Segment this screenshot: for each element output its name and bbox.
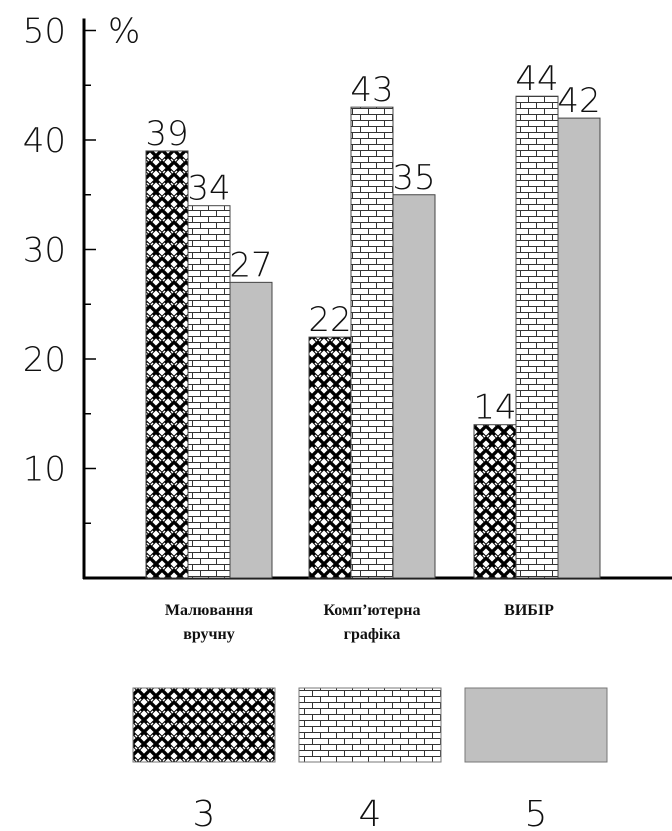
axes: 10 20 30 40 50%: [23, 12, 672, 580]
y-tick-label: 30: [23, 231, 66, 271]
y-tick-label: 50: [23, 12, 66, 52]
legend-swatch-3: [132, 687, 276, 763]
data-label: 27: [229, 245, 272, 285]
data-label: 44: [515, 59, 558, 99]
legend-label: 3: [193, 794, 216, 831]
data-label: 14: [473, 388, 516, 428]
bar-3-3: [473, 424, 517, 579]
value-labels: 39 22 14 34 43 44 27 35 42: [145, 59, 600, 428]
y-unit-label: %: [108, 12, 140, 52]
data-label: 35: [392, 158, 435, 198]
x-category-label: вручну: [183, 626, 235, 643]
data-label: 34: [187, 169, 230, 209]
x-category-label: ВИБІР: [504, 602, 554, 619]
bar-3-2: [308, 336, 352, 579]
bar-4-2: [350, 106, 394, 579]
data-label: 43: [350, 70, 393, 110]
x-category-label: Комп’ютерна: [323, 602, 420, 619]
bar-4-1: [187, 205, 231, 579]
category-labels: Малювання вручну Комп’ютерна графіка ВИБІР: [165, 602, 554, 643]
bar-5-2: [392, 194, 436, 579]
y-tick-label: 10: [23, 450, 66, 490]
x-category-label: графіка: [344, 626, 401, 643]
legend: 3 4 5: [132, 687, 608, 831]
y-tick-label: 20: [23, 340, 66, 380]
data-label: 22: [308, 300, 351, 340]
bar-5-1: [229, 281, 273, 579]
y-tick-label: 40: [23, 121, 66, 161]
legend-label: 4: [359, 794, 382, 831]
data-label: 39: [145, 114, 188, 154]
bar-3-1: [145, 150, 189, 579]
legend-swatch-5: [464, 687, 608, 763]
legend-label: 5: [525, 794, 548, 831]
legend-swatch-4: [298, 687, 442, 763]
bar-5-3: [557, 117, 601, 579]
x-category-label: Малювання: [165, 602, 254, 619]
bars: [145, 95, 601, 579]
bar-4-3: [515, 95, 559, 579]
data-label: 42: [557, 81, 600, 121]
